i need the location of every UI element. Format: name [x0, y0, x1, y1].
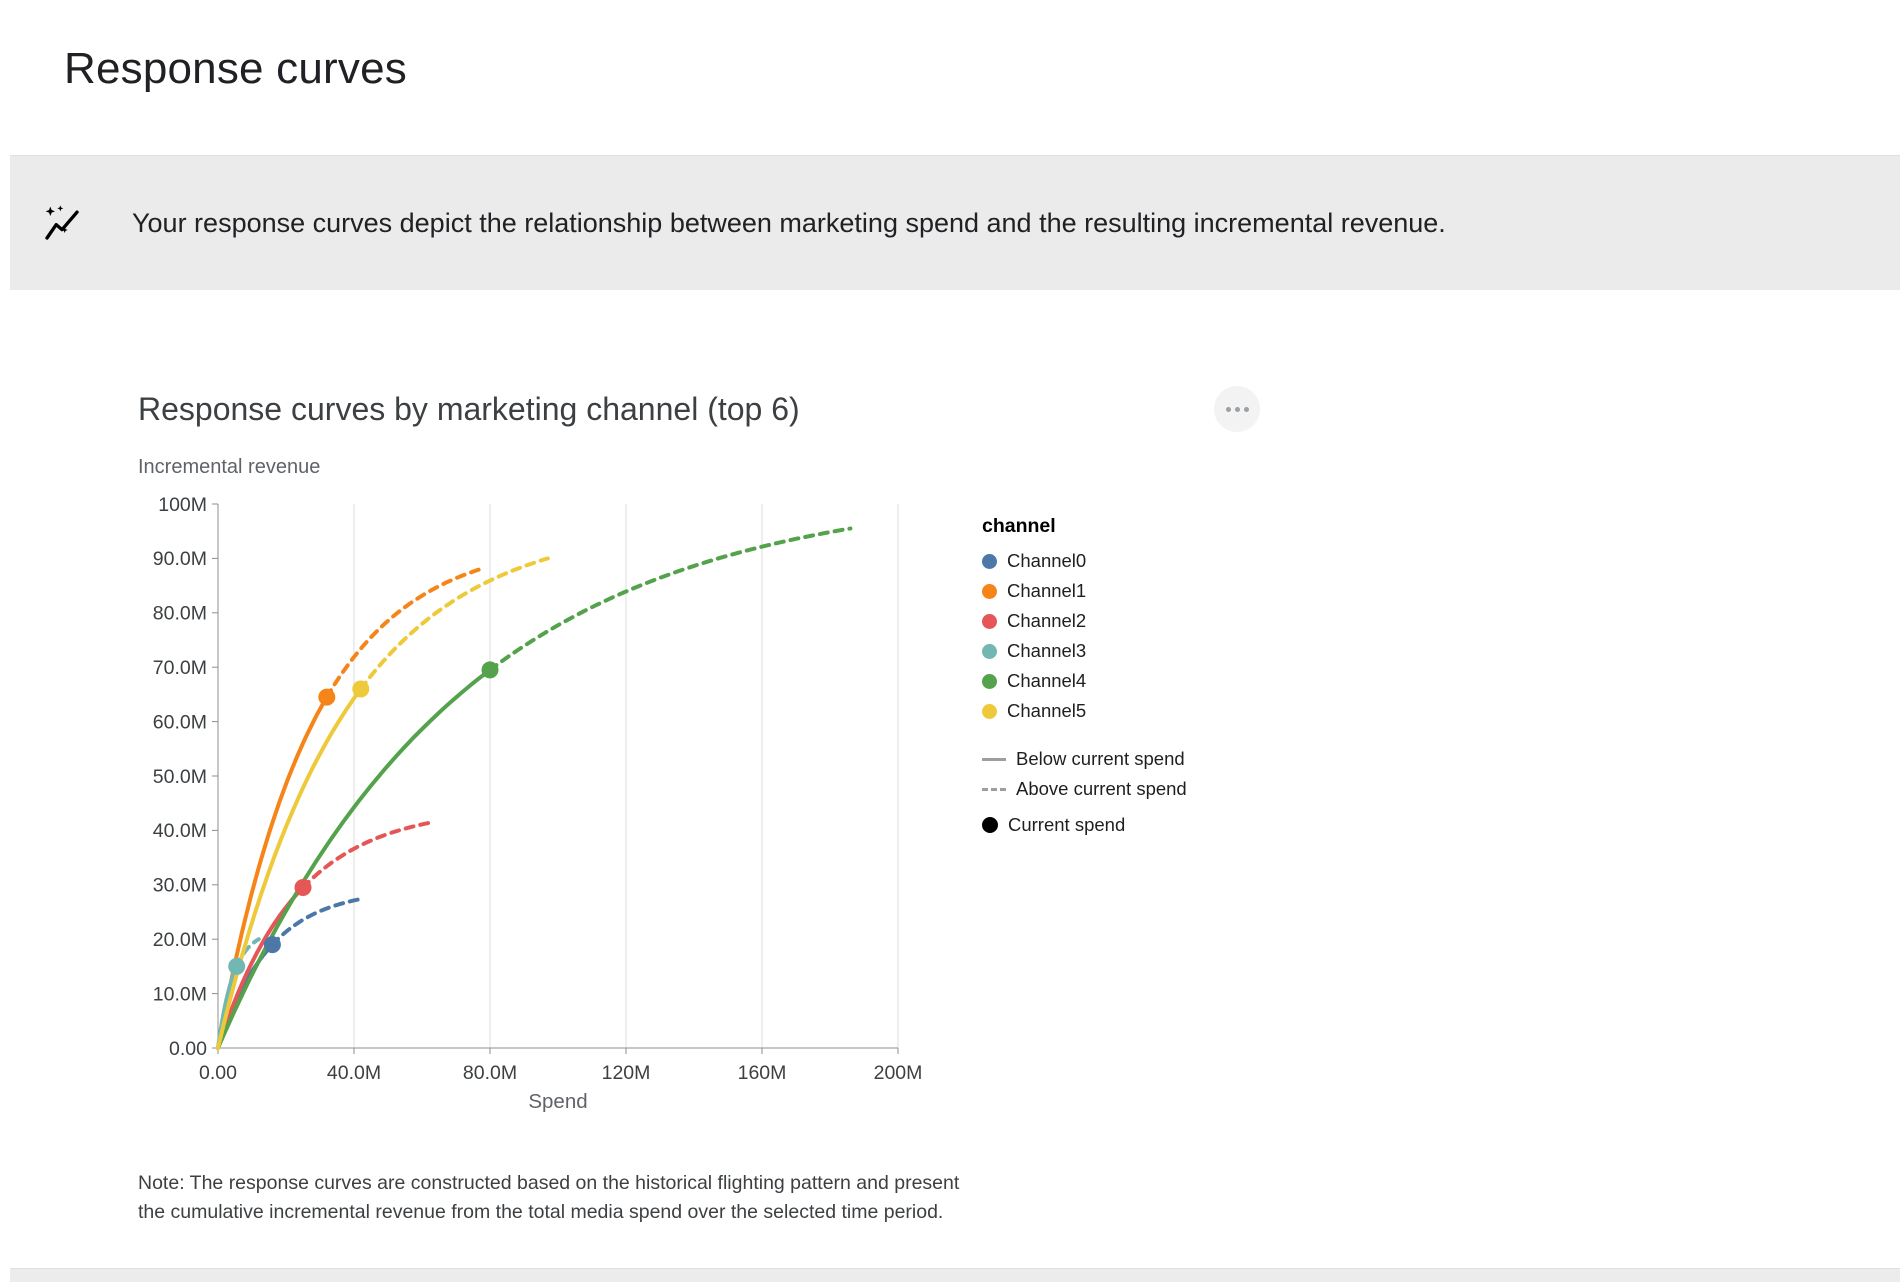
legend-label: Channel3	[1007, 640, 1087, 661]
current-spend-dot-channel1	[318, 688, 336, 706]
channel0-swatch-icon	[982, 553, 997, 569]
svg-text:0.00: 0.00	[199, 1062, 237, 1084]
legend-title: channel	[982, 515, 1056, 537]
legend-label: Channel5	[1007, 700, 1087, 721]
legend-item-channel3: Channel3	[982, 640, 1187, 662]
svg-text:80.0M: 80.0M	[463, 1062, 517, 1084]
chart-title: Response curves by marketing channel (to…	[138, 390, 800, 427]
card-header: Response curves by marketing channel (to…	[138, 386, 1260, 432]
chart-legend: channel Channel0 Channel1 Channel2 Channel3 C…	[982, 489, 1187, 844]
legend-label: Channel0	[1007, 550, 1087, 571]
legend-style-dot: Current spend	[982, 814, 1187, 836]
svg-text:100M: 100M	[158, 494, 207, 516]
dashed-line-swatch-icon	[982, 787, 1006, 791]
auto-graph-icon	[42, 203, 82, 243]
svg-text:40.0M: 40.0M	[327, 1062, 381, 1084]
curve-solid-channel4	[216, 667, 492, 1050]
legend-label: Below current spend	[1016, 748, 1185, 769]
legend-label: Channel4	[1007, 670, 1087, 691]
svg-text:80.0M: 80.0M	[153, 603, 207, 625]
legend-item-channel5: Channel5	[982, 700, 1187, 722]
legend-style-dashed: Above current spend	[982, 778, 1187, 800]
legend-label: Current spend	[1008, 814, 1126, 835]
banner-text: Your response curves depict the relation…	[132, 207, 1446, 238]
current-spend-dot-channel5	[352, 680, 370, 698]
current-spend-dot-channel4	[481, 661, 499, 679]
legend-style-solid: Below current spend	[982, 748, 1187, 770]
chart-options-button[interactable]	[1214, 386, 1260, 432]
svg-text:0.00: 0.00	[169, 1038, 207, 1060]
svg-text:160M: 160M	[738, 1062, 787, 1084]
svg-text:200M: 200M	[874, 1062, 923, 1084]
svg-text:40.0M: 40.0M	[153, 820, 207, 842]
current-spend-dot-channel2	[294, 879, 312, 897]
svg-text:90.0M: 90.0M	[153, 548, 207, 570]
chart-row: 0.00 10.0M 20.0M 30.0M 40.0M 50.0M 60.0M 70.0M 8…	[138, 489, 1638, 1129]
info-banner: Your response curves depict the relation…	[10, 155, 1900, 290]
svg-text:60.0M: 60.0M	[153, 711, 207, 733]
legend-label: Channel2	[1007, 610, 1087, 631]
curve-dashed-channel2	[301, 820, 435, 890]
curve-dashed-channel4	[488, 526, 853, 672]
channel1-swatch-icon	[982, 583, 997, 599]
curve-dashed-channel0	[270, 896, 367, 947]
curve-dashed-channel1	[324, 567, 482, 700]
current-spend-dot-channel0	[263, 936, 281, 954]
response-curves-chart: 0.00 10.0M 20.0M 30.0M 40.0M 50.0M 60.0M 70.0M 8…	[138, 489, 968, 1129]
channel2-swatch-icon	[982, 613, 997, 629]
chart-note: Note: The response curves are constructe…	[138, 1172, 960, 1223]
legend-item-channel2: Channel2	[982, 610, 1187, 632]
curve-solid-channel5	[216, 687, 363, 1050]
solid-line-swatch-icon	[982, 757, 1006, 761]
channel3-swatch-icon	[982, 643, 997, 659]
legend-label: Channel1	[1007, 580, 1087, 601]
legend-item-channel4: Channel4	[982, 670, 1187, 692]
channel4-swatch-icon	[982, 673, 997, 689]
more-options-icon	[1225, 406, 1231, 412]
response-curves-card: Response curves by marketing channel (to…	[138, 386, 1638, 1227]
page-title: Response curves	[64, 44, 407, 93]
curve-dashed-channel5	[358, 556, 550, 691]
svg-text:30.0M: 30.0M	[153, 875, 207, 897]
legend-gap	[982, 730, 1187, 748]
legend-label: Above current spend	[1016, 778, 1187, 799]
svg-text:20.0M: 20.0M	[153, 929, 207, 951]
legend-item-channel0: Channel0	[982, 550, 1187, 572]
next-section-edge	[10, 1268, 1900, 1282]
svg-text:70.0M: 70.0M	[153, 657, 207, 679]
legend-item-channel1: Channel1	[982, 580, 1187, 602]
svg-text:Spend: Spend	[528, 1090, 587, 1113]
current-spend-dot-channel3	[228, 957, 246, 975]
svg-text:120M: 120M	[602, 1062, 651, 1084]
y-axis-caption: Incremental revenue	[138, 456, 321, 478]
channel5-swatch-icon	[982, 703, 997, 719]
svg-text:10.0M: 10.0M	[153, 983, 207, 1005]
current-spend-swatch-icon	[982, 817, 998, 833]
svg-text:50.0M: 50.0M	[153, 766, 207, 788]
page-header: Response curves	[0, 0, 1900, 155]
response-curves-plot: 0.00 10.0M 20.0M 30.0M 40.0M 50.0M 60.0M 70.0M 8…	[153, 494, 923, 1113]
